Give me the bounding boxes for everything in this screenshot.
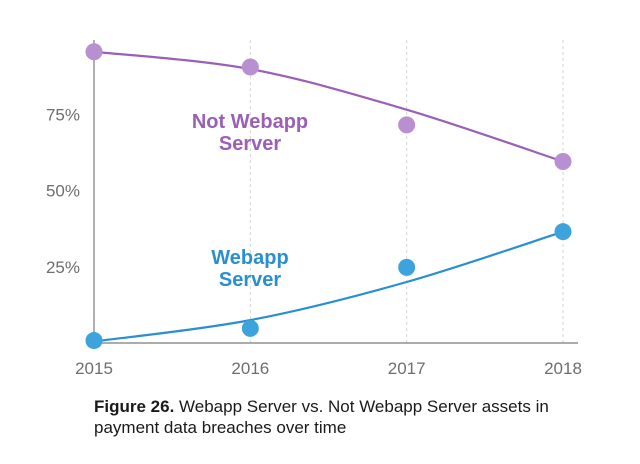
data-point-1-2018	[554, 223, 572, 241]
figure-caption: Figure 26. Webapp Server vs. Not Webapp …	[94, 396, 614, 438]
y-tick-label-25: 25%	[46, 258, 80, 277]
data-point-1-2017	[398, 258, 416, 276]
y-tick-label-50: 50%	[46, 182, 80, 201]
data-point-0-2017	[398, 116, 416, 134]
data-point-1-2015	[85, 332, 103, 350]
series-label-line: Server	[219, 269, 281, 291]
data-point-0-2016	[241, 58, 259, 76]
data-point-1-2016	[241, 319, 259, 337]
series-label-0: Not Webapp Server	[192, 111, 308, 155]
y-tick-label-75: 75%	[46, 105, 80, 124]
caption-text: Webapp Server vs. Not Webapp Server asse…	[94, 397, 549, 437]
series-label-line: Webapp	[211, 247, 288, 269]
x-tick-label-2018: 2018	[544, 359, 582, 378]
data-point-0-2018	[554, 153, 572, 171]
series-line-1	[93, 230, 564, 343]
series-line-0	[93, 50, 564, 163]
x-tick-label-2016: 2016	[231, 359, 269, 378]
caption-label: Figure 26.	[94, 397, 175, 416]
x-tick-label-2015: 2015	[75, 359, 113, 378]
series-label-line: Not Webapp	[192, 111, 308, 133]
series-label-1: Webapp Server	[211, 247, 288, 291]
series-label-line: Server	[219, 133, 281, 155]
x-tick-label-2017: 2017	[388, 359, 426, 378]
data-point-0-2015	[85, 43, 103, 61]
